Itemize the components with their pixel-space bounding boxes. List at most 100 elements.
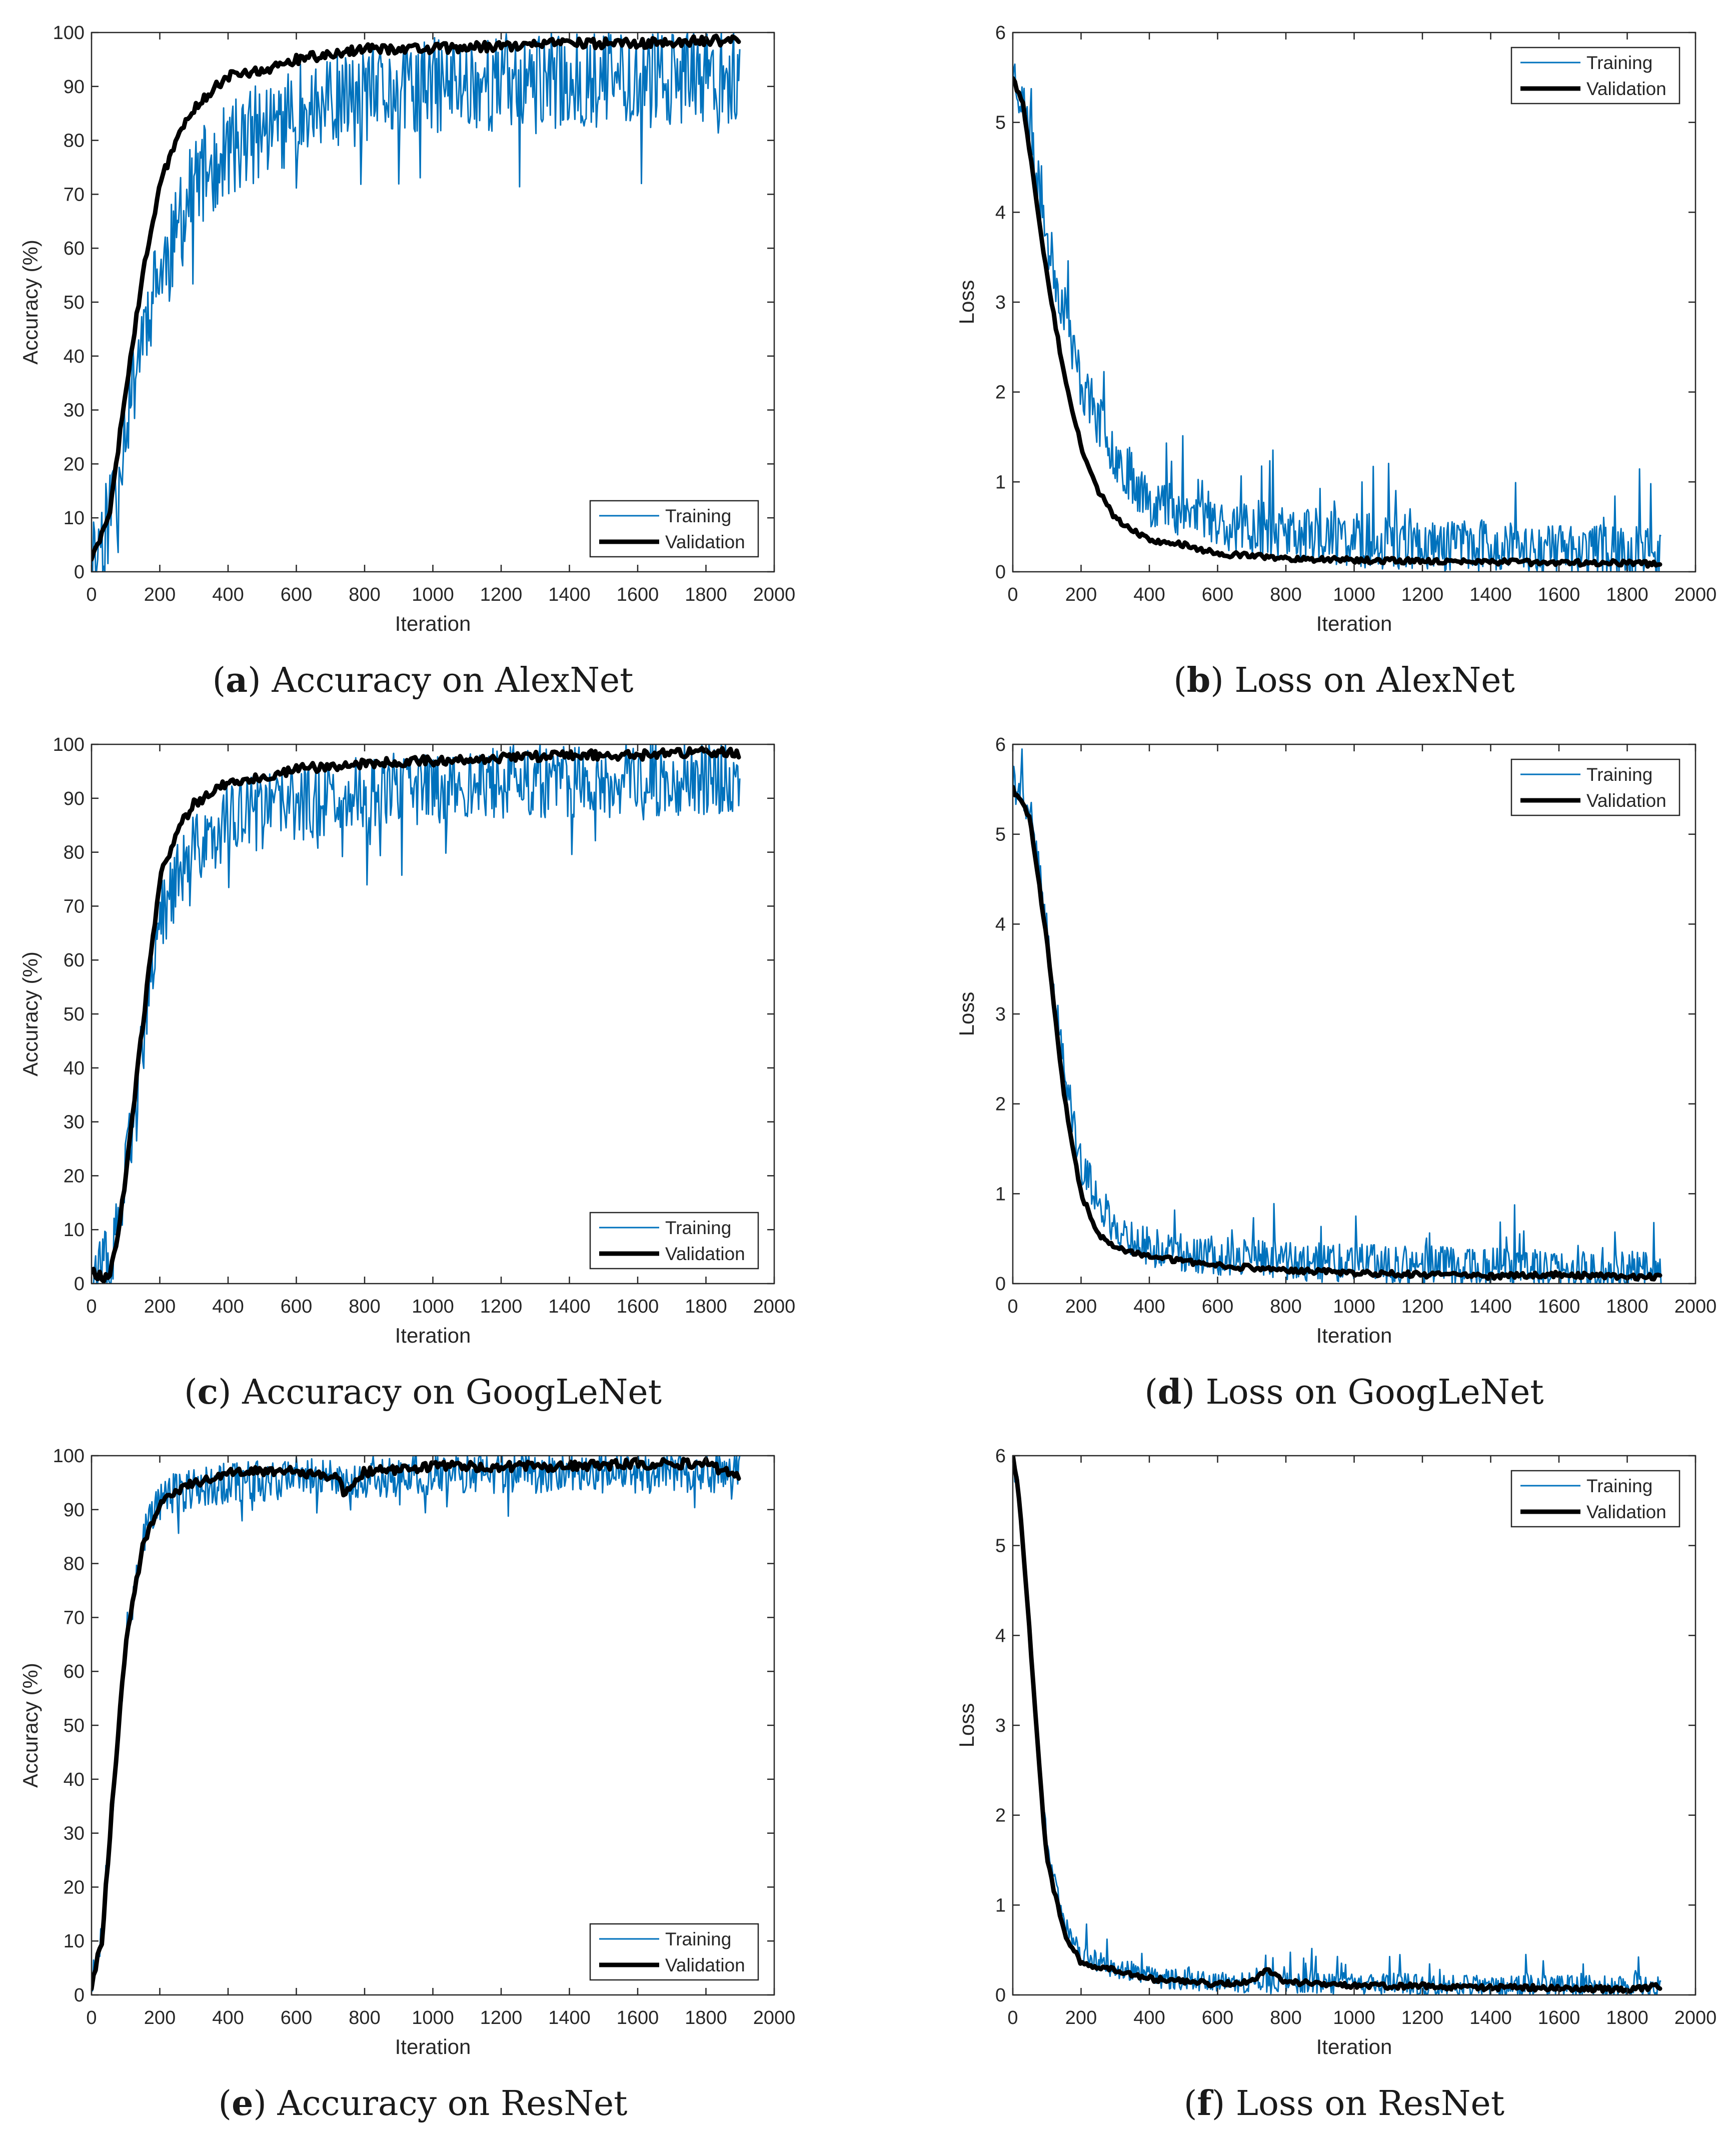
- x-axis-label: Iteration: [395, 2035, 471, 2058]
- y-tick-label: 50: [64, 292, 85, 313]
- x-tick-label: 2000: [753, 2007, 796, 2028]
- y-axis-label: Loss: [955, 992, 978, 1036]
- x-tick-label: 0: [1007, 1296, 1018, 1317]
- y-tick-label: 1: [995, 1184, 1006, 1205]
- legend: Training Validation: [1510, 1470, 1680, 1528]
- legend-label-validation: Validation: [1586, 1502, 1666, 1522]
- x-tick-label: 1600: [617, 584, 659, 605]
- panel-caption: (b) Loss on AlexNet: [1173, 660, 1515, 700]
- y-tick-label: 6: [995, 734, 1006, 755]
- legend-label-validation: Validation: [665, 1244, 745, 1264]
- y-tick-label: 30: [64, 1112, 85, 1133]
- x-tick-label: 400: [212, 584, 244, 605]
- y-tick-label: 5: [995, 1536, 1006, 1557]
- y-tick-label: 0: [995, 562, 1006, 583]
- y-tick-label: 3: [995, 1004, 1006, 1025]
- x-axis-label: Iteration: [395, 612, 471, 635]
- caption-paren-close: ): [253, 2084, 267, 2123]
- y-tick-label: 60: [64, 950, 85, 971]
- x-tick-label: 400: [1133, 584, 1165, 605]
- x-tick-label: 600: [1202, 584, 1233, 605]
- y-tick-label: 6: [995, 1446, 1006, 1467]
- y-tick-label: 0: [74, 1274, 85, 1295]
- caption-letter: f: [1197, 2083, 1213, 2123]
- y-tick-label: 5: [995, 113, 1006, 134]
- y-tick-label: 3: [995, 292, 1006, 313]
- caption-paren-close: ): [1210, 661, 1224, 700]
- series-group: [92, 744, 741, 1284]
- legend: Training Validation: [1510, 47, 1680, 105]
- series-group: [1013, 63, 1662, 572]
- x-tick-label: 1800: [685, 1296, 727, 1317]
- caption-paren-close: ): [1212, 2084, 1225, 2123]
- y-tick-label: 0: [74, 562, 85, 583]
- caption-paren-open: (: [1144, 1373, 1158, 1412]
- x-tick-label: 400: [1133, 1296, 1165, 1317]
- x-tick-label: 1200: [1401, 2007, 1444, 2028]
- x-tick-label: 0: [1007, 2007, 1018, 2028]
- y-tick-label: 80: [64, 131, 85, 152]
- legend-box: [589, 500, 759, 558]
- x-tick-label: 1000: [412, 584, 454, 605]
- x-tick-label: 200: [1065, 1296, 1097, 1317]
- x-tick-label: 200: [144, 1296, 176, 1317]
- y-tick-label: 5: [995, 824, 1006, 845]
- legend-box: [589, 1923, 759, 1981]
- x-tick-label: 1200: [480, 584, 523, 605]
- y-tick-label: 80: [64, 842, 85, 863]
- series-line-validation: [1013, 1456, 1662, 1994]
- caption-paren-open: (: [1173, 661, 1187, 700]
- legend-label-training: Training: [1586, 53, 1652, 73]
- legend-label-training: Training: [665, 1929, 731, 1949]
- panel-b: 0 200 400 600 800 1000 1200 1400 1600 1800 2000 0 1 2…: [955, 23, 1716, 700]
- legend: Training Validation: [589, 500, 759, 558]
- x-tick-label: 2000: [753, 584, 796, 605]
- caption-letter: b: [1187, 660, 1211, 700]
- x-tick-label: 1400: [548, 1296, 591, 1317]
- series-line-validation: [1013, 784, 1662, 1282]
- caption-paren-open: (: [1184, 2084, 1197, 2123]
- y-tick-label: 0: [995, 1985, 1006, 2006]
- x-tick-label: 1200: [480, 2007, 523, 2028]
- x-tick-label: 800: [1270, 2007, 1301, 2028]
- y-tick-label: 70: [64, 896, 85, 917]
- caption-text: Accuracy on AlexNet: [261, 661, 634, 700]
- x-tick-label: 2000: [1674, 1296, 1717, 1317]
- caption-paren-close: ): [248, 661, 261, 700]
- y-tick-label: 2: [995, 1094, 1006, 1115]
- x-tick-label: 2000: [1674, 2007, 1717, 2028]
- x-tick-label: 1800: [1606, 2007, 1648, 2028]
- legend-label-validation: Validation: [665, 532, 745, 552]
- caption-text: Accuracy on ResNet: [267, 2084, 628, 2123]
- legend: Training Validation: [1510, 758, 1680, 816]
- x-tick-label: 800: [349, 2007, 380, 2028]
- y-tick-label: 100: [53, 23, 85, 44]
- x-tick-label: 200: [1065, 584, 1097, 605]
- plot-area: [1013, 1456, 1695, 1995]
- x-tick-label: 1600: [1538, 584, 1580, 605]
- series-group: [92, 1456, 741, 1992]
- y-tick-label: 60: [64, 1661, 85, 1682]
- x-tick-label: 1400: [548, 584, 591, 605]
- y-tick-label: 90: [64, 788, 85, 809]
- legend-label-training: Training: [1586, 1476, 1652, 1496]
- caption-paren-open: (: [213, 661, 226, 700]
- panel-caption: (c) Accuracy on GoogLeNet: [184, 1372, 662, 1412]
- x-tick-label: 1000: [412, 2007, 454, 2028]
- legend: Training Validation: [589, 1923, 759, 1981]
- caption-text: Loss on ResNet: [1225, 2084, 1504, 2123]
- caption-paren-close: ): [1181, 1373, 1195, 1412]
- x-tick-label: 2000: [753, 1296, 796, 1317]
- x-tick-label: 1200: [480, 1296, 523, 1317]
- y-tick-label: 60: [64, 238, 85, 259]
- panel-f: 0 200 400 600 800 1000 1200 1400 1600 1800 2000 0 1 2…: [955, 1446, 1716, 2123]
- legend: Training Validation: [589, 1212, 759, 1270]
- x-tick-label: 0: [1007, 584, 1018, 605]
- x-tick-label: 2000: [1674, 584, 1717, 605]
- y-tick-label: 10: [64, 1220, 85, 1241]
- y-tick-label: 2: [995, 1805, 1006, 1826]
- y-axis-label: Accuracy (%): [19, 1663, 42, 1788]
- y-tick-label: 0: [74, 1985, 85, 2006]
- x-tick-label: 1600: [617, 1296, 659, 1317]
- x-tick-label: 1000: [1333, 2007, 1375, 2028]
